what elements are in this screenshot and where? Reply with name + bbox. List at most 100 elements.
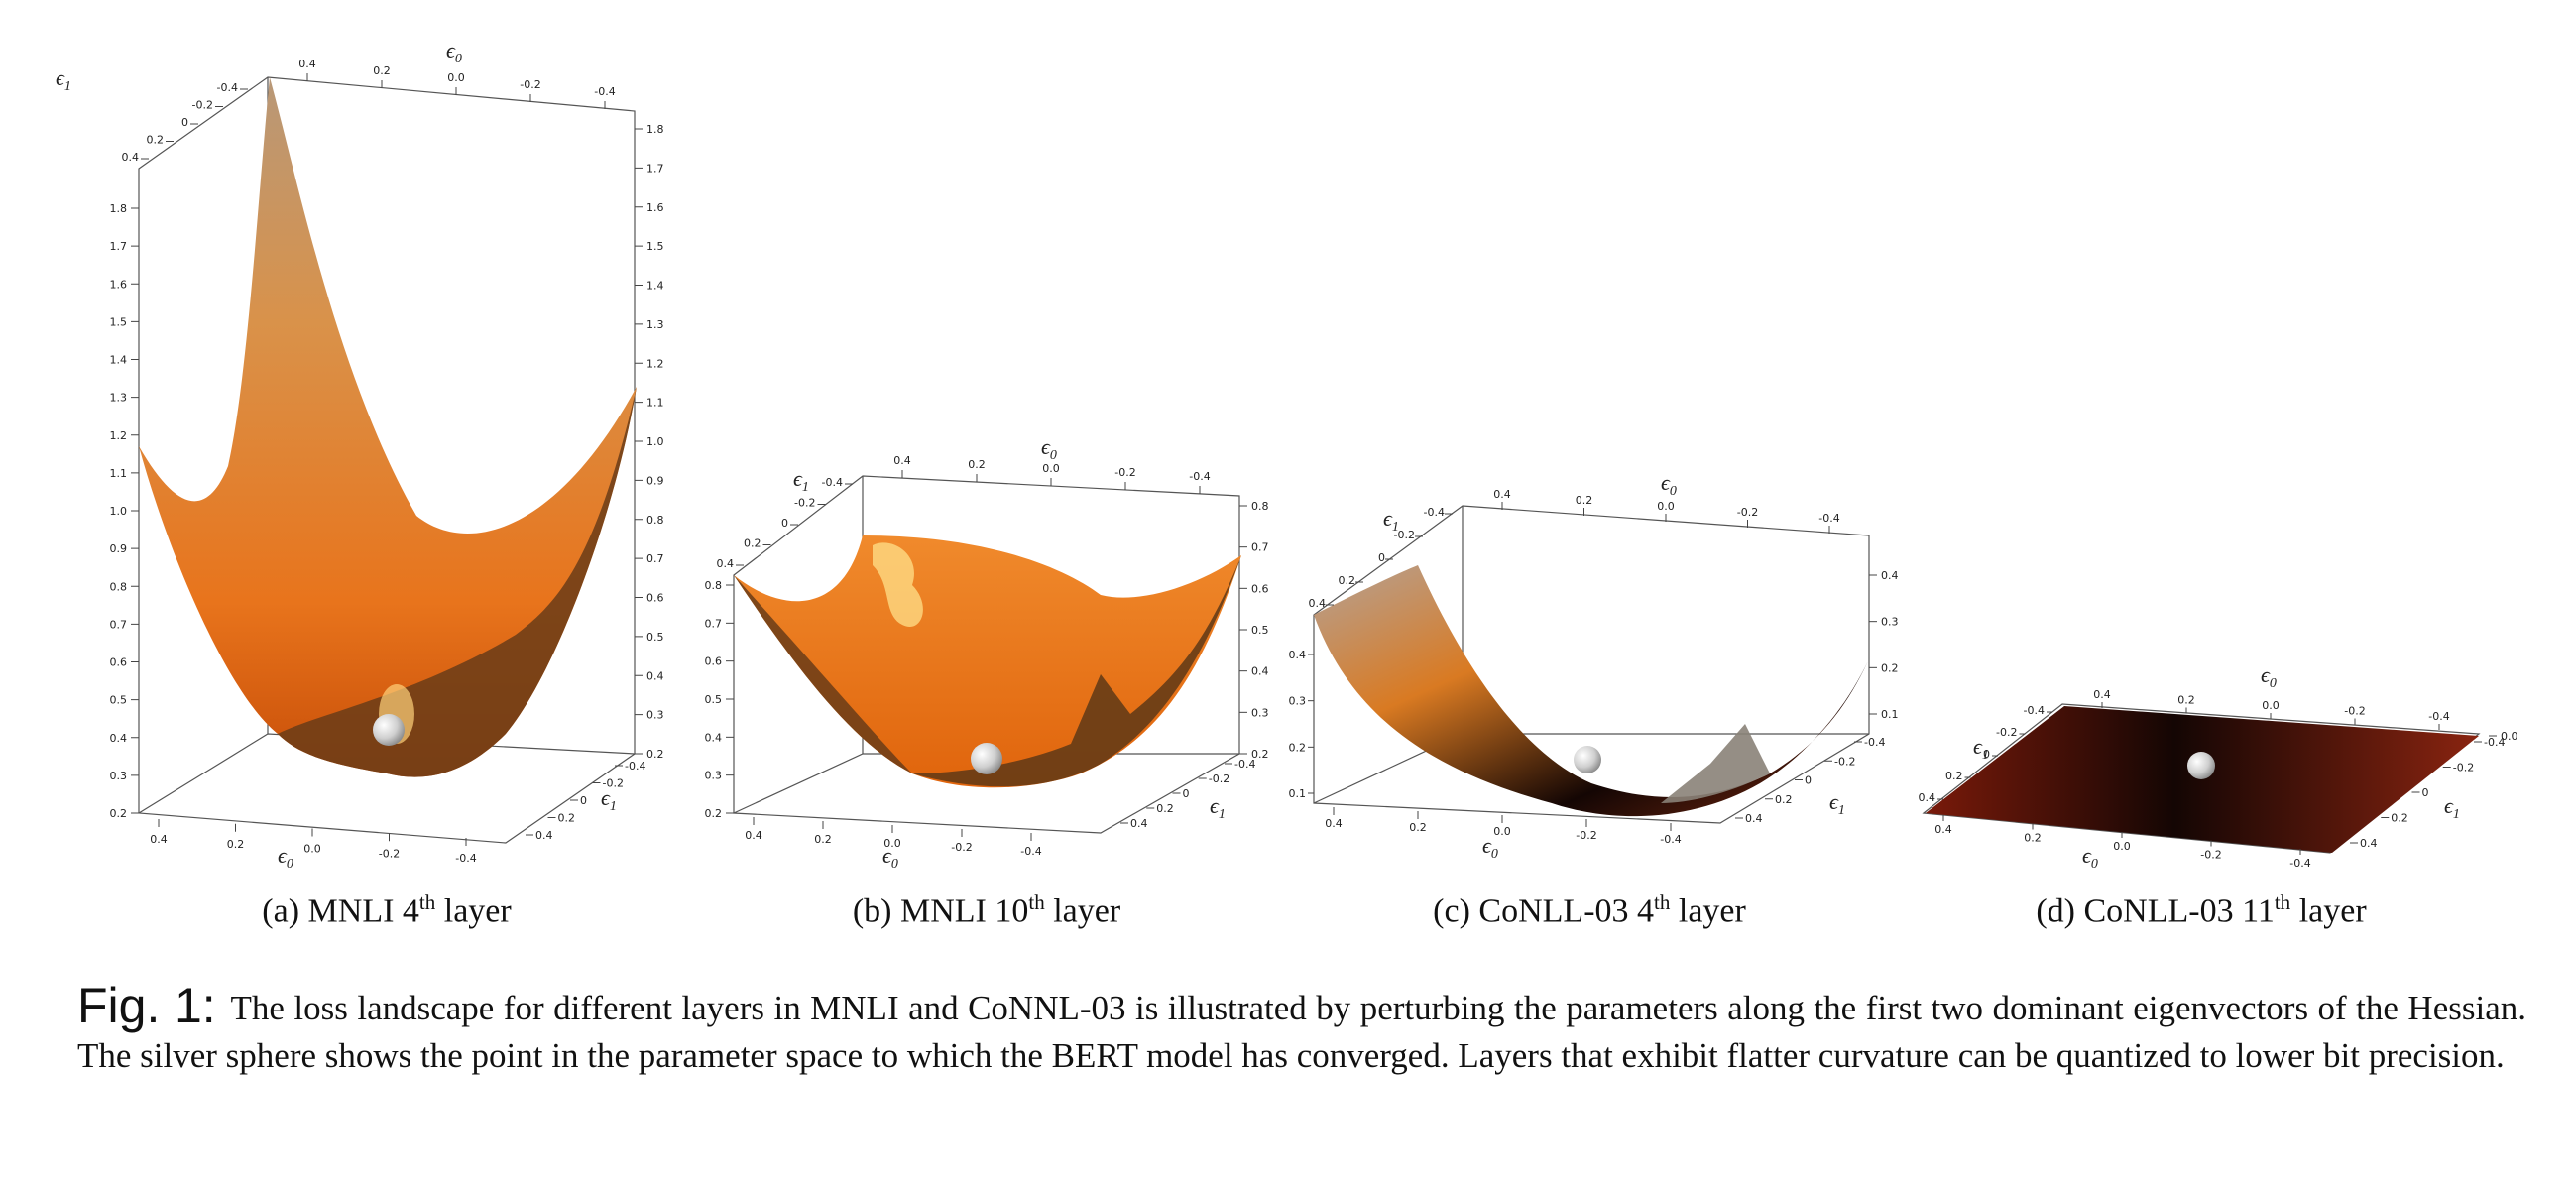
e1-bottom-tick-b-label: 0.2 [1156,802,1174,815]
z-axis-tick-c-label: 0.3 [1289,695,1307,708]
e0-top-tick-a-label: 0.2 [373,64,391,77]
z-axis-tick-b-label: 0.2 [705,807,723,820]
z-axis-tick-a-label: 0.3 [110,770,128,782]
e0-bottom-tick-d-label: 0.0 [2113,840,2131,853]
e0-bottom-tick-b-label: 0.2 [814,833,832,846]
e0-top-tick-c-label: -0.4 [1818,512,1839,525]
z-axis-tick-a-right-label: 0.4 [646,669,664,682]
e0-axis-label-top: ϵ0 [446,38,462,66]
e1-top-tick-a: -0.4 -0.2 0 0.2 0.4 [122,81,248,164]
e0-axis-label-top-c: ϵ0 [1661,470,1677,499]
z-axis-tick-a-label: 0.6 [110,656,128,669]
e0-top-tick-b-label: 0.4 [893,454,911,467]
e1-axis-label-top-b: ϵ1 [793,466,809,495]
z-axis-tick-a-label: 0.2 [110,807,128,820]
z-axis-tick-c-label: 0.4 [1289,649,1307,661]
z-axis-tick-a-right-label: 1.1 [646,397,664,410]
e0-bottom-tick-a-label: -0.2 [379,847,400,860]
e0-top-tick-c-label: 0.4 [1493,488,1511,501]
e1-bottom-tick-a-label: 0.4 [535,829,553,842]
e1-top-tick-a-label: 0.2 [147,134,165,147]
e1-top-tick-b-label: -0.2 [794,497,815,510]
z-axis-tick-a-label: 0.5 [110,694,128,707]
e0-bottom-tick-b: 0.4 0.2 0.0 -0.2 -0.4 [745,817,1042,858]
e0-bottom-tick-a-label: 0.4 [150,833,168,846]
z-axis-tick-a-label: 1.6 [110,278,128,291]
e1-top-tick-d-label: -0.4 [2024,704,2045,717]
e0-bottom-tick-b-label: 0.0 [883,837,901,850]
subcaption-c: (c) CoNLL-03 4th layer [1433,891,1746,930]
e0-top-tick-a-label: -0.4 [594,85,615,98]
loss-surface-a [139,77,637,777]
e1-top-tick-a-label: 0 [181,116,188,129]
e1-top-tick-a-label: -0.2 [192,99,213,112]
z-axis-tick-b-right-label: 0.4 [1251,665,1269,678]
e1-axis-label-bottom: ϵ1 [601,785,617,814]
e1-bottom-tick-d-label: 0.2 [2391,812,2408,825]
e0-top-tick-b-label: 0.0 [1042,462,1060,475]
e1-bottom-tick-c-label: 0 [1805,774,1812,787]
e0-top-tick-c: 0.4 0.2 0.0 -0.2 -0.4 [1493,488,1840,534]
e1-bottom-tick-d-label: 0 [2422,786,2429,799]
e0-bottom-tick-c-label: -0.4 [1660,833,1681,846]
e0-top-tick-c-label: 0.2 [1576,494,1593,507]
e0-top-tick-b: 0.4 0.2 0.0 -0.2 -0.4 [893,454,1211,494]
e1-top-tick-b-label: -0.4 [822,476,843,489]
e0-axis-label-top-b: ϵ0 [1041,434,1057,463]
z-axis-tick-b-label: 0.6 [705,655,723,668]
z-axis-tick-b-label: 0.8 [705,579,723,592]
e1-bottom-tick-c-label: -0.2 [1834,755,1855,768]
e1-top-tick-b: -0.4 -0.2 0 0.2 0.4 [717,476,853,570]
z-axis-tick-a-right-label: 0.2 [646,748,664,761]
e1-axis-label-bottom-c: ϵ1 [1829,789,1845,818]
e0-bottom-tick-b-label: -0.4 [1020,845,1041,858]
e1-bottom-tick-d-label: 0.4 [2360,837,2378,850]
panel-d: 0.0 0.4 0.2 0.0 -0.2 -0.4 0.4 0.2 0.0 -0.2 -0.4 -0… [1904,654,2558,892]
e1-bottom-tick-b-label: -0.2 [1209,773,1229,785]
e0-top-tick-b-label: 0.2 [968,458,986,471]
z-axis-tick-b-right-label: 0.2 [1251,748,1269,761]
e1-top-tick-c-label: 0 [1378,551,1385,564]
e0-bottom-tick-a-label: 0.0 [303,843,321,856]
z-axis-tick-a: 0.2 0.3 0.4 0.5 0.6 0.7 0.8 0.9 1.0 1.1 1.2 1.3 1.4 1… [110,123,664,820]
e1-bottom-tick-a-label: 0 [580,794,587,807]
subcaption-a: (a) MNLI 4th layer [262,891,512,930]
e1-bottom-tick-c: -0.4 -0.2 0 0.2 0.4 [1735,736,1885,825]
e0-top-tick-a-label: 0.4 [298,58,316,70]
z-axis-tick-b-right-label: 0.5 [1251,624,1269,637]
subcaption-d: (d) CoNLL-03 11th layer [2036,891,2367,930]
z-axis-tick-a-label: 1.1 [110,467,128,480]
z-axis-tick-a-right-label: 1.6 [646,201,664,214]
z-axis-tick-a-label: 1.7 [110,240,128,253]
z-axis-tick-a-label: 1.5 [110,315,128,328]
loss-surface-d [1926,706,2479,853]
subcaption-b: (b) MNLI 10th layer [852,891,1121,930]
z-axis-tick-a-label: 1.2 [110,429,128,442]
panel-c-plot: 0.10.20.30.40.10.20.30.4 0.4 0.2 0.0 -0.2 -0… [1289,470,1899,862]
e1-bottom-tick-a-label: 0.2 [558,812,576,825]
e1-top-tick-c-label: -0.2 [1394,529,1415,541]
z-axis-tick-a-right-label: 0.8 [646,514,664,527]
z-axis-tick-a-right-label: 0.6 [646,592,664,605]
panel-a: 0.2 0.3 0.4 0.5 0.6 0.7 0.8 0.9 1.0 1.1 1.2 1.3 1.4 1… [0,0,674,932]
z-axis-tick-a-label: 0.4 [110,732,128,745]
panel-d-plot: 0.0 0.4 0.2 0.0 -0.2 -0.40.40.20.0-0.2-0.4-0… [1919,662,2518,872]
converged-point-sphere-c [1574,746,1601,774]
e0-top-tick-a-label: 0.0 [447,71,465,84]
e1-top-tick-a-label: 0.4 [122,151,140,164]
e0-top-tick-a-label: -0.2 [520,78,540,91]
z-axis-tick-b-label: 0.3 [705,770,723,782]
figure-caption: Fig. 1: The loss landscape for different… [77,981,2526,1080]
e1-bottom-tick-b-label: 0.4 [1130,817,1148,830]
e0-top-tick-d-label: -0.4 [2428,710,2449,723]
e1-top-tick-c-label: 0.2 [1339,574,1356,587]
e1-bottom-tick-d: -0.4 -0.2 0 0.2 0.4 [2350,736,2505,850]
figure-caption-text: The loss landscape for different layers … [77,989,2526,1075]
panel-b: 0.2 0.3 0.4 0.5 0.6 0.7 0.8 0.2 0.3 0.4 0.5 0.6 0.7… [684,416,1279,892]
e1-bottom-tick-b: -0.4 -0.2 0 0.2 0.4 [1120,758,1255,830]
z-axis-tick-a-right-label: 1.7 [646,162,664,175]
e0-bottom-tick-b-label: 0.4 [745,829,762,842]
z-axis-tick-a-label: 0.7 [110,618,128,631]
z-axis-tick-a-right-label: 1.4 [646,280,664,293]
e0-top-tick-d-label: 0.2 [2177,694,2195,707]
